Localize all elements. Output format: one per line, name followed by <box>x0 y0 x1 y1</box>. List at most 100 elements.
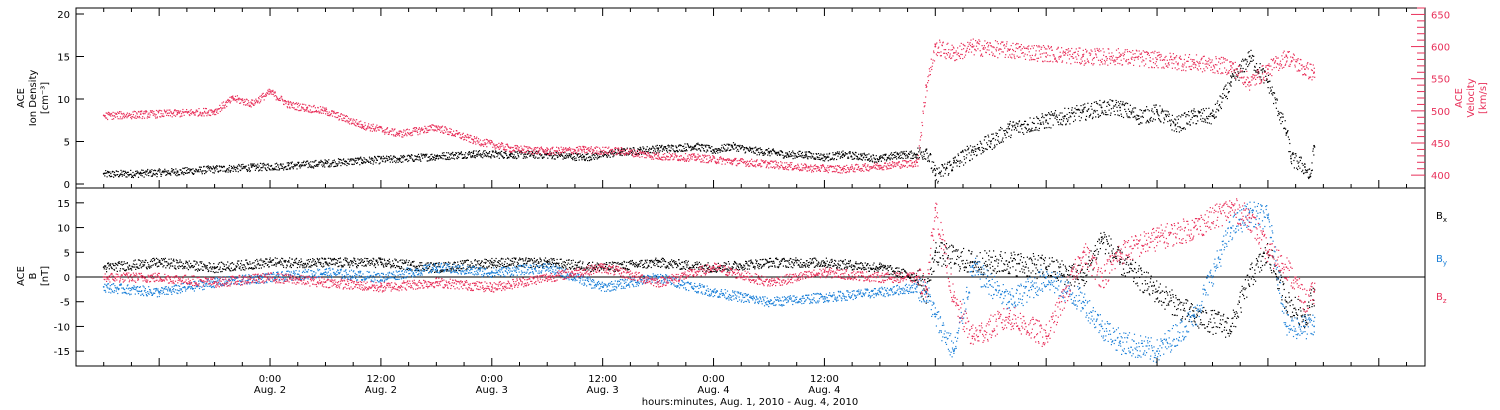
data-point <box>785 168 787 170</box>
data-point <box>356 119 358 121</box>
data-point <box>1245 68 1247 70</box>
data-point <box>105 112 107 114</box>
data-point <box>484 142 486 144</box>
data-point <box>629 148 631 150</box>
data-point <box>291 161 293 163</box>
data-point <box>781 164 783 166</box>
data-point <box>581 149 583 151</box>
data-point <box>479 139 481 141</box>
data-point <box>851 164 853 166</box>
data-point <box>1144 51 1146 53</box>
data-point <box>887 163 889 165</box>
data-point <box>358 158 360 160</box>
data-point <box>497 146 499 148</box>
data-point <box>320 161 323 163</box>
data-point <box>1096 56 1098 58</box>
data-point <box>1231 77 1233 79</box>
data-point <box>1035 50 1037 52</box>
data-point <box>229 96 231 98</box>
data-point <box>781 166 784 168</box>
data-point <box>344 115 347 117</box>
data-point <box>627 153 629 155</box>
data-point <box>398 133 400 135</box>
data-point <box>297 102 299 104</box>
data-point <box>653 152 655 154</box>
data-point <box>196 171 198 173</box>
data-point <box>684 150 687 152</box>
data-point <box>250 163 252 165</box>
data-point <box>1108 103 1110 105</box>
data-point <box>1157 112 1159 114</box>
data-point <box>869 168 871 170</box>
data-point <box>510 155 512 158</box>
data-point <box>338 161 340 163</box>
data-point <box>485 151 487 153</box>
data-point <box>823 155 826 158</box>
data-point <box>449 127 451 130</box>
data-point <box>1132 53 1134 55</box>
data-point <box>150 111 152 113</box>
data-point <box>135 115 137 117</box>
data-point <box>590 157 592 159</box>
data-point <box>939 171 941 173</box>
data-point <box>493 144 495 146</box>
data-point <box>808 169 810 172</box>
data-point <box>1162 110 1164 112</box>
data-point <box>306 107 308 110</box>
data-point <box>326 111 328 113</box>
data-point <box>447 156 449 159</box>
data-point <box>104 175 106 177</box>
data-point <box>1217 100 1219 102</box>
data-point <box>261 93 263 95</box>
data-point <box>1096 102 1098 104</box>
data-point <box>649 156 651 158</box>
data-point <box>407 131 409 134</box>
data-point <box>664 159 666 161</box>
data-point <box>673 156 675 158</box>
data-point <box>259 101 262 103</box>
data-point <box>948 49 950 51</box>
data-point <box>411 132 413 134</box>
data-point <box>984 136 986 138</box>
data-point <box>643 147 645 149</box>
data-point <box>911 152 913 154</box>
data-point <box>686 159 688 161</box>
data-point <box>124 170 126 172</box>
data-point <box>824 170 827 172</box>
data-point <box>190 112 192 115</box>
data-point <box>999 129 1001 131</box>
data-point <box>1036 116 1038 118</box>
data-point <box>122 173 124 176</box>
data-point <box>199 111 201 113</box>
data-point <box>593 154 595 156</box>
data-point <box>579 148 581 150</box>
data-point <box>873 161 876 163</box>
data-point <box>321 109 323 112</box>
data-point <box>175 172 177 174</box>
data-point <box>1008 127 1011 130</box>
data-point <box>1118 115 1120 117</box>
data-point <box>809 151 811 154</box>
data-point <box>666 151 669 153</box>
data-point <box>767 162 769 164</box>
data-point <box>910 150 912 152</box>
data-point <box>1121 104 1123 106</box>
data-point <box>989 146 991 148</box>
data-point <box>889 162 891 164</box>
data-point <box>616 153 618 155</box>
data-point <box>131 175 133 177</box>
data-point <box>409 134 411 136</box>
data-point <box>667 156 669 158</box>
data-point <box>1251 60 1253 62</box>
data-point <box>586 151 588 153</box>
data-point <box>591 149 593 151</box>
data-point <box>119 116 122 118</box>
data-point <box>536 147 538 149</box>
data-point <box>386 127 388 130</box>
data-point <box>520 150 523 152</box>
data-point <box>1007 56 1009 58</box>
data-point <box>1053 55 1055 57</box>
data-point <box>777 165 779 167</box>
data-point <box>1297 162 1299 164</box>
data-point <box>672 153 674 155</box>
